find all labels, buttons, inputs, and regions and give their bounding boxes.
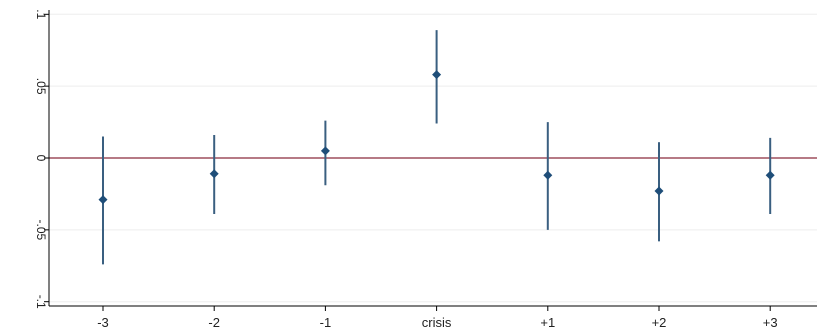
x-tick-label: +3 bbox=[763, 315, 778, 330]
y-tick-label: -.1 bbox=[34, 295, 48, 309]
point-estimate-crisis bbox=[432, 70, 442, 80]
x-tick-label: -3 bbox=[97, 315, 109, 330]
y-tick-label: 0 bbox=[34, 155, 48, 162]
point-estimate--1 bbox=[320, 146, 330, 156]
point-estimate--3 bbox=[98, 195, 108, 205]
x-tick-label: -1 bbox=[320, 315, 332, 330]
x-tick-label: +1 bbox=[540, 315, 555, 330]
x-tick-label: -2 bbox=[208, 315, 220, 330]
tick-labels: -.1 -.05 0 .05 .1 -3 -2 -1 crisis +1 +2 +3 bbox=[34, 9, 778, 330]
point-estimate-+2 bbox=[654, 186, 664, 196]
grid-lines bbox=[49, 13, 817, 303]
axes bbox=[44, 10, 817, 311]
x-tick-label: +2 bbox=[652, 315, 667, 330]
point-estimate-+3 bbox=[765, 170, 775, 180]
point-estimate-+1 bbox=[543, 170, 553, 180]
confidence-intervals bbox=[102, 30, 772, 265]
y-tick-label: .1 bbox=[34, 9, 48, 19]
point-estimate--2 bbox=[209, 169, 219, 179]
point-estimates bbox=[98, 70, 775, 205]
y-tick-label: -.05 bbox=[34, 220, 48, 241]
x-tick-label: crisis bbox=[422, 315, 452, 330]
y-tick-label: .05 bbox=[34, 78, 48, 95]
